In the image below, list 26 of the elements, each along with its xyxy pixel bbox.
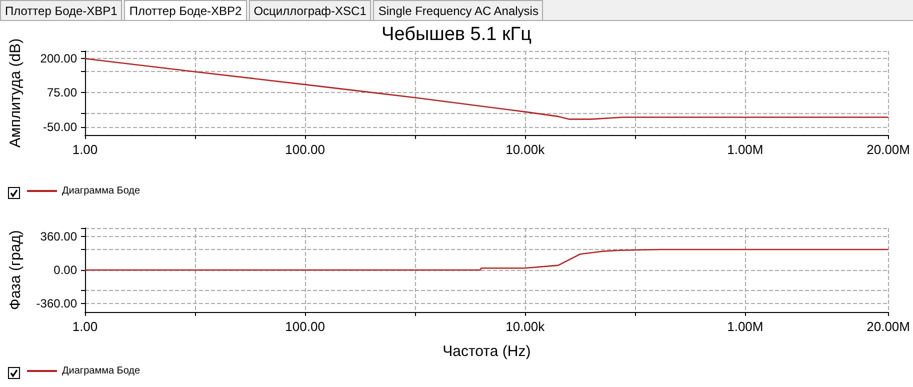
- y-tick-label: -50.00: [42, 120, 78, 134]
- y-tick-label: -360.00: [36, 296, 78, 311]
- text: Плоттер Боде-XBP2: [124, 0, 247, 20]
- x-tick-label: 100.00: [285, 142, 325, 157]
- y-axis-title: Амплитуда (dB): [7, 38, 24, 148]
- y-tick-label: 0.00: [54, 263, 78, 277]
- x-tick-label: 20.00M: [866, 142, 910, 157]
- x-tick-label: 10.00k: [506, 142, 546, 157]
- legend-label: Диаграмма Боде: [62, 366, 141, 376]
- x-tick-label: 1.00M: [727, 319, 764, 334]
- y-tick-label: 360.00: [40, 229, 78, 244]
- y-tick-label: 200.00: [40, 52, 78, 66]
- text: Осциллограф-XSC1: [248, 0, 372, 20]
- x-tick-label: 1.00: [72, 142, 98, 157]
- x-tick-label: 100.00: [285, 319, 325, 334]
- legend-label: Диаграмма Боде: [62, 186, 141, 196]
- y-axis-title: Фаза (град): [7, 230, 24, 310]
- x-tick-label: 10.00k: [506, 319, 546, 334]
- text: Плоттер Боде-XBP1: [0, 0, 122, 20]
- x-axis-title: Частота (Hz): [442, 343, 531, 360]
- x-tick-label: 20.00M: [866, 319, 910, 334]
- y-tick-label: 75.00: [46, 86, 78, 100]
- text: Single Frequency AC Analysis: [373, 0, 544, 20]
- x-tick-label: 1.00: [72, 319, 98, 334]
- x-tick-label: 1.00M: [727, 142, 764, 157]
- chart-title: Чебышев 5.1 кГц: [382, 24, 532, 45]
